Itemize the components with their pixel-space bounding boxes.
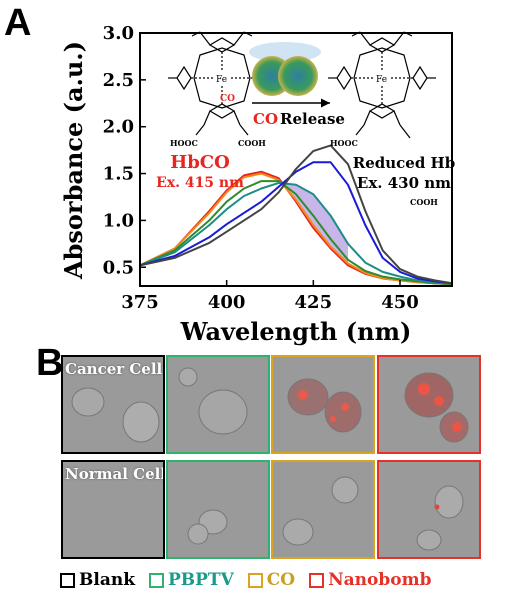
hbco-excitation-label: Ex. 415 nm bbox=[156, 175, 244, 191]
reduced-hb-excitation-label: Ex. 430 nm bbox=[357, 174, 451, 192]
treatment-legend: Blank PBPTV CO Nanobomb bbox=[60, 568, 500, 592]
series-line-6 bbox=[139, 144, 453, 285]
legend-label-blank: Blank bbox=[79, 570, 135, 590]
image-normal-pbptv bbox=[166, 460, 270, 559]
cooh-right-2: COOH bbox=[410, 197, 438, 207]
legend-item-pbptv: PBPTV bbox=[148, 570, 234, 590]
x-tick-label: 425 bbox=[295, 292, 333, 313]
hooc-left-2: HOOC bbox=[330, 138, 358, 148]
series-line-3 bbox=[139, 180, 453, 286]
reduced-hb-porphyrin-diagram bbox=[328, 31, 436, 139]
y-tick-label: 2.0 bbox=[103, 117, 134, 138]
x-tick-label: 400 bbox=[208, 292, 246, 313]
legend-swatch-pbptv bbox=[148, 572, 164, 588]
image-cancer-blank: Cancer Cell bbox=[61, 355, 165, 454]
image-normal-co bbox=[271, 460, 375, 559]
y-tick-label: 0.5 bbox=[103, 257, 134, 278]
panel-b-label: B bbox=[36, 342, 64, 384]
legend-label-nanobomb: Nanobomb bbox=[328, 570, 432, 590]
cell-blobs bbox=[287, 378, 362, 433]
co-ligand-label: CO bbox=[220, 94, 235, 104]
y-tick-label: 1.5 bbox=[103, 164, 134, 185]
y-tick-label: 2.5 bbox=[103, 70, 134, 91]
hooc-left-1: HOOC bbox=[170, 138, 198, 148]
legend-item-nanobomb: Nanobomb bbox=[309, 570, 431, 590]
row-label-normal: Normal Cell bbox=[65, 465, 165, 483]
panel-a-label: A bbox=[4, 2, 32, 44]
image-cancer-pbptv bbox=[166, 355, 270, 454]
legend-swatch-blank bbox=[60, 572, 75, 588]
image-cancer-co bbox=[271, 355, 375, 454]
x-tick-label: 375 bbox=[121, 292, 159, 313]
legend-item-co: CO bbox=[247, 570, 296, 590]
absorbance-chart: 375 400 425 450 0.5 1.0 1.5 2.0 2.5 3.0 Waveleng… bbox=[59, 23, 455, 346]
reduced-hb-label: Reduced Hb bbox=[353, 154, 455, 172]
hbco-label: HbCO bbox=[170, 152, 230, 173]
cell-blobs bbox=[187, 509, 228, 545]
y-axis-label: Absorbance (a.u.) bbox=[59, 41, 88, 280]
nanobomb-particle-illustration bbox=[249, 42, 321, 96]
plot-frame bbox=[139, 32, 453, 287]
image-normal-nanobomb bbox=[377, 460, 481, 559]
x-tick-label: 450 bbox=[381, 292, 419, 313]
co-release-co: CO bbox=[253, 110, 278, 128]
x-axis-label: Wavelength (nm) bbox=[180, 317, 412, 346]
series-layer bbox=[139, 144, 453, 286]
y-tick-layer: 0.5 1.0 1.5 2.0 2.5 3.0 bbox=[103, 23, 146, 278]
fe-label-left: Fe bbox=[216, 75, 227, 85]
cooh-right-1: COOH bbox=[238, 138, 266, 148]
legend-swatch-co bbox=[247, 572, 263, 588]
cell-blobs bbox=[178, 367, 248, 435]
cell-blobs bbox=[416, 485, 464, 551]
cell-blobs bbox=[71, 387, 160, 443]
cell-blobs bbox=[282, 476, 359, 546]
legend-label-pbptv: PBPTV bbox=[167, 570, 234, 590]
series-line-4 bbox=[139, 181, 453, 285]
legend-label-co: CO bbox=[266, 570, 296, 590]
cell-blobs bbox=[404, 372, 469, 443]
co-release-text: Release bbox=[280, 110, 345, 128]
image-cancer-nanobomb bbox=[377, 355, 481, 454]
legend-swatch-nanobomb bbox=[309, 572, 325, 588]
fe-label-right: Fe bbox=[376, 75, 387, 85]
x-tick-layer: 375 400 425 450 bbox=[121, 280, 419, 313]
y-tick-label: 3.0 bbox=[103, 23, 134, 44]
y-tick-label: 1.0 bbox=[103, 210, 134, 231]
series-line-5 bbox=[139, 161, 453, 285]
legend-item-blank: Blank bbox=[60, 570, 135, 590]
row-label-cancer: Cancer Cell bbox=[65, 360, 163, 378]
image-normal-blank: Normal Cell bbox=[61, 460, 165, 559]
